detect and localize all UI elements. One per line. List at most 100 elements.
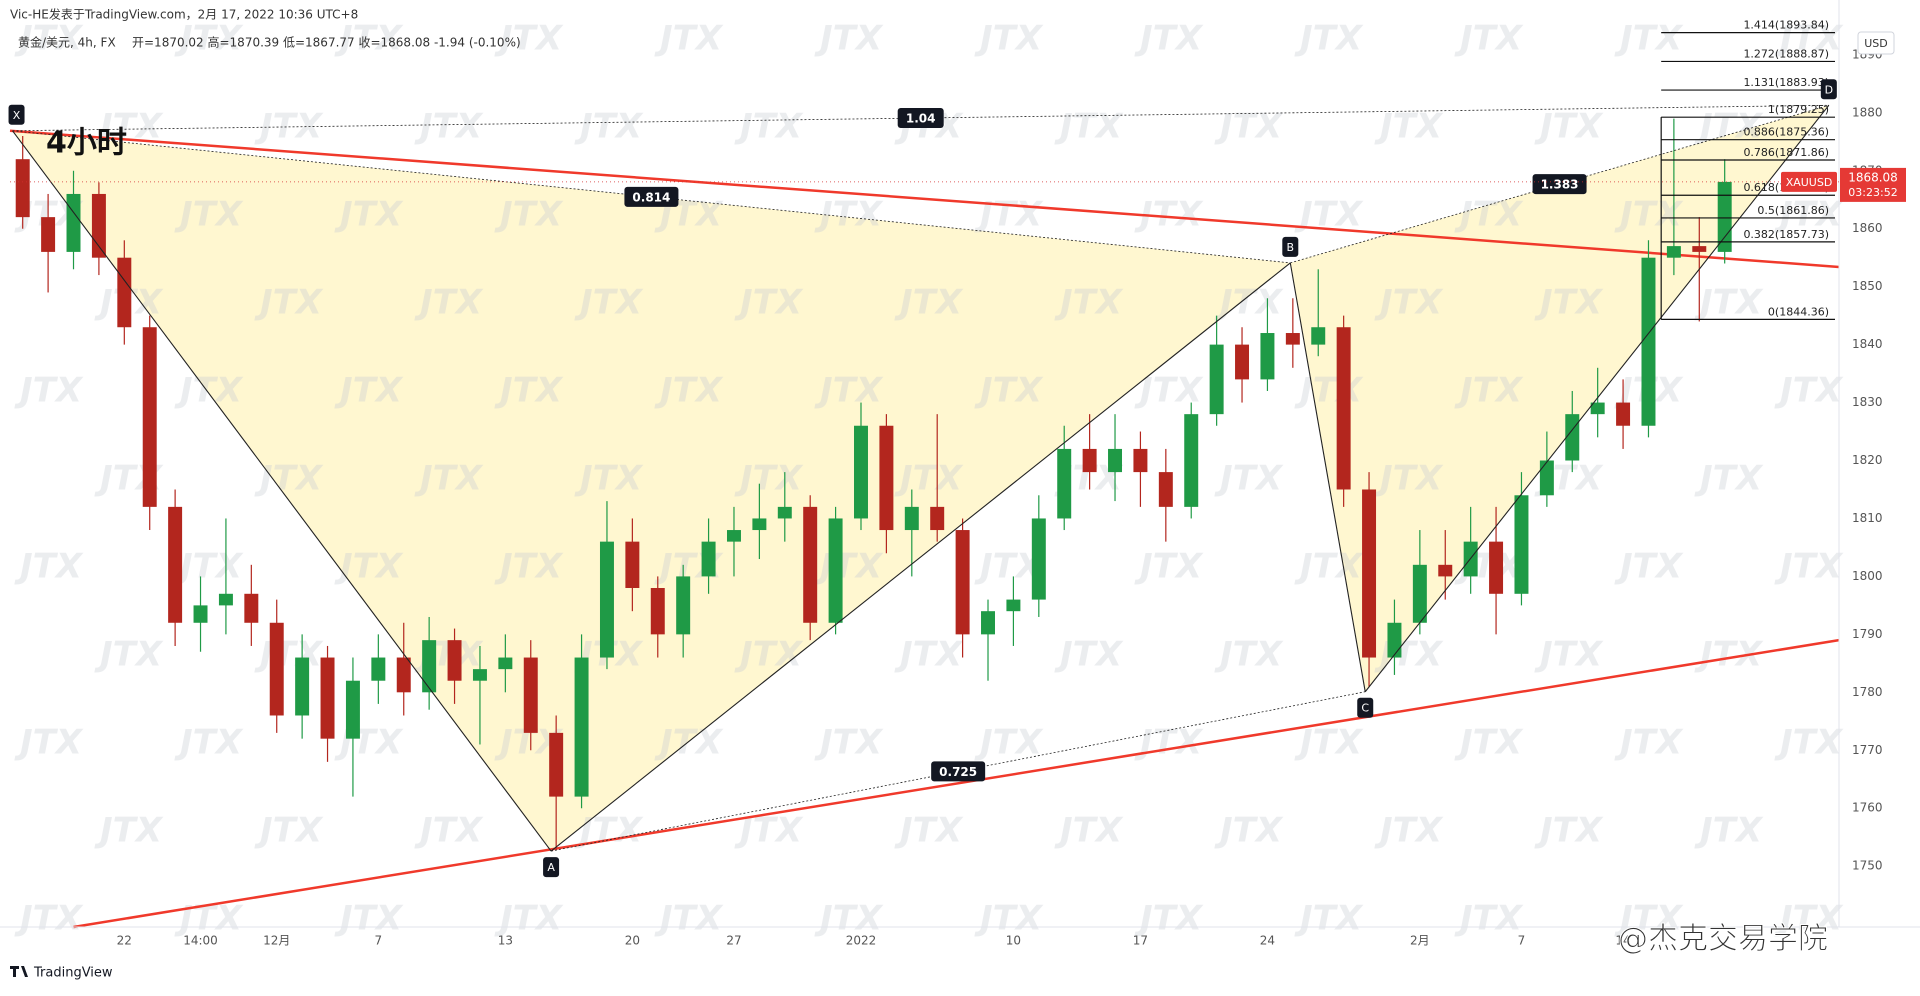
ohlc-info: 开=1870.02 高=1870.39 低=1867.77 收=1868.08 … [132, 35, 521, 50]
candle-body [269, 622, 284, 716]
watermark: JTX [1294, 19, 1364, 59]
candle-body [1158, 472, 1173, 507]
y-tick-label: 1780 [1852, 685, 1883, 699]
watermark: JTX [574, 107, 644, 147]
candle-body [1692, 246, 1707, 252]
watermark: JTX [94, 811, 164, 851]
watermark: JTX [174, 547, 244, 587]
candle-body [396, 657, 411, 693]
watermark: JTX [494, 195, 564, 235]
candle-body [345, 680, 360, 739]
currency: USD [1864, 37, 1888, 50]
watermark-layer: JTX JTX JTX JTX JTX JTX JTX JTX JTX JTX JTX JTX JTX J… [14, 19, 1844, 939]
watermark: JTX [1374, 811, 1444, 851]
watermark: JTX [654, 899, 724, 939]
ratio-label: 1.04 [906, 112, 936, 126]
watermark: JTX [814, 547, 884, 587]
x-tick-label: 2月 [1410, 934, 1430, 948]
point-box [1357, 697, 1374, 718]
pattern-leg [12, 130, 552, 852]
candle-body [1235, 344, 1250, 380]
watermark: JTX [974, 195, 1044, 235]
brand-logo [10, 966, 28, 977]
candle-body [599, 541, 614, 658]
watermark: JTX [1454, 195, 1524, 235]
watermark: JTX [494, 547, 564, 587]
pattern-leg [550, 262, 1291, 852]
x-tick-label: 7 [1518, 934, 1526, 948]
candle-body [193, 605, 208, 623]
x-tick-label: 2022 [846, 934, 877, 948]
x-tick-label: 10 [1006, 934, 1021, 948]
trendline-layer [9, 129, 1840, 929]
watermark: JTX [334, 547, 404, 587]
watermark: JTX [1534, 811, 1604, 851]
y-tick-label: 1790 [1852, 627, 1883, 641]
watermark: JTX [1054, 283, 1124, 323]
candle-body [1514, 495, 1529, 594]
signature: @杰克交易学院 [1618, 922, 1828, 957]
symbol-info: 黄金/美元, 4h, FX [18, 35, 116, 50]
candle-body [1565, 414, 1580, 461]
candle-body [1666, 246, 1681, 258]
candle-body [904, 506, 919, 531]
watermark: JTX [1454, 19, 1524, 59]
watermark: JTX [254, 635, 324, 675]
candle-body [244, 593, 259, 623]
y-tick-label: 1800 [1852, 569, 1883, 583]
watermark: JTX [734, 811, 804, 851]
x-tick-label: 20 [625, 934, 640, 948]
point-label: X [13, 109, 21, 122]
candle-body [447, 640, 462, 681]
candle-body [701, 541, 716, 577]
x-tick-label: 24 [1260, 934, 1275, 948]
watermark: JTX [414, 107, 484, 147]
y-tick-label: 1760 [1852, 801, 1883, 815]
watermark: JTX [734, 459, 804, 499]
watermark: JTX [14, 899, 84, 939]
candle-body [1285, 333, 1300, 345]
watermark: JTX [1774, 371, 1844, 411]
candle-body [1082, 448, 1097, 473]
watermark: JTX [814, 899, 884, 939]
watermark: JTX [1774, 19, 1844, 59]
watermark: JTX [334, 371, 404, 411]
watermark: JTX [974, 371, 1044, 411]
candle-body [955, 530, 970, 635]
fib-label: 0(1844.36) [1768, 305, 1829, 318]
watermark: JTX [1454, 899, 1524, 939]
watermark: JTX [1134, 19, 1204, 59]
candle-body [41, 217, 56, 252]
watermark: JTX [1214, 811, 1284, 851]
watermark: JTX [1454, 723, 1524, 763]
point-box [8, 104, 25, 125]
watermark: JTX [174, 195, 244, 235]
candle-body [1412, 564, 1427, 623]
watermark: JTX [1054, 635, 1124, 675]
watermark: JTX [254, 811, 324, 851]
watermark: JTX [1374, 459, 1444, 499]
candle-body [1641, 257, 1656, 426]
candle-body [777, 506, 792, 519]
candle-body [574, 657, 589, 797]
watermark: JTX [1694, 459, 1764, 499]
point-label: D [1825, 83, 1833, 96]
watermark: JTX [254, 107, 324, 147]
watermark: JTX [174, 371, 244, 411]
watermark: JTX [574, 283, 644, 323]
y-tick-label: 1840 [1852, 337, 1883, 351]
watermark: JTX [334, 195, 404, 235]
candle-body [752, 518, 767, 531]
x-tick-label: 17 [1133, 934, 1148, 948]
watermark: JTX [574, 459, 644, 499]
ratio-label: 1.383 [1541, 178, 1579, 192]
candle-body [1209, 344, 1224, 415]
watermark: JTX [1214, 107, 1284, 147]
candle-body [142, 327, 157, 507]
fib-label: 0.5(1861.86) [1757, 204, 1829, 217]
chart-title: Vic-HE发表于TradingView.com，2月 17, 2022 10:… [10, 7, 358, 22]
y-tick-label: 1830 [1852, 395, 1883, 409]
candle-body [1031, 518, 1046, 600]
watermark: JTX [654, 19, 724, 59]
candle-body [879, 425, 894, 531]
